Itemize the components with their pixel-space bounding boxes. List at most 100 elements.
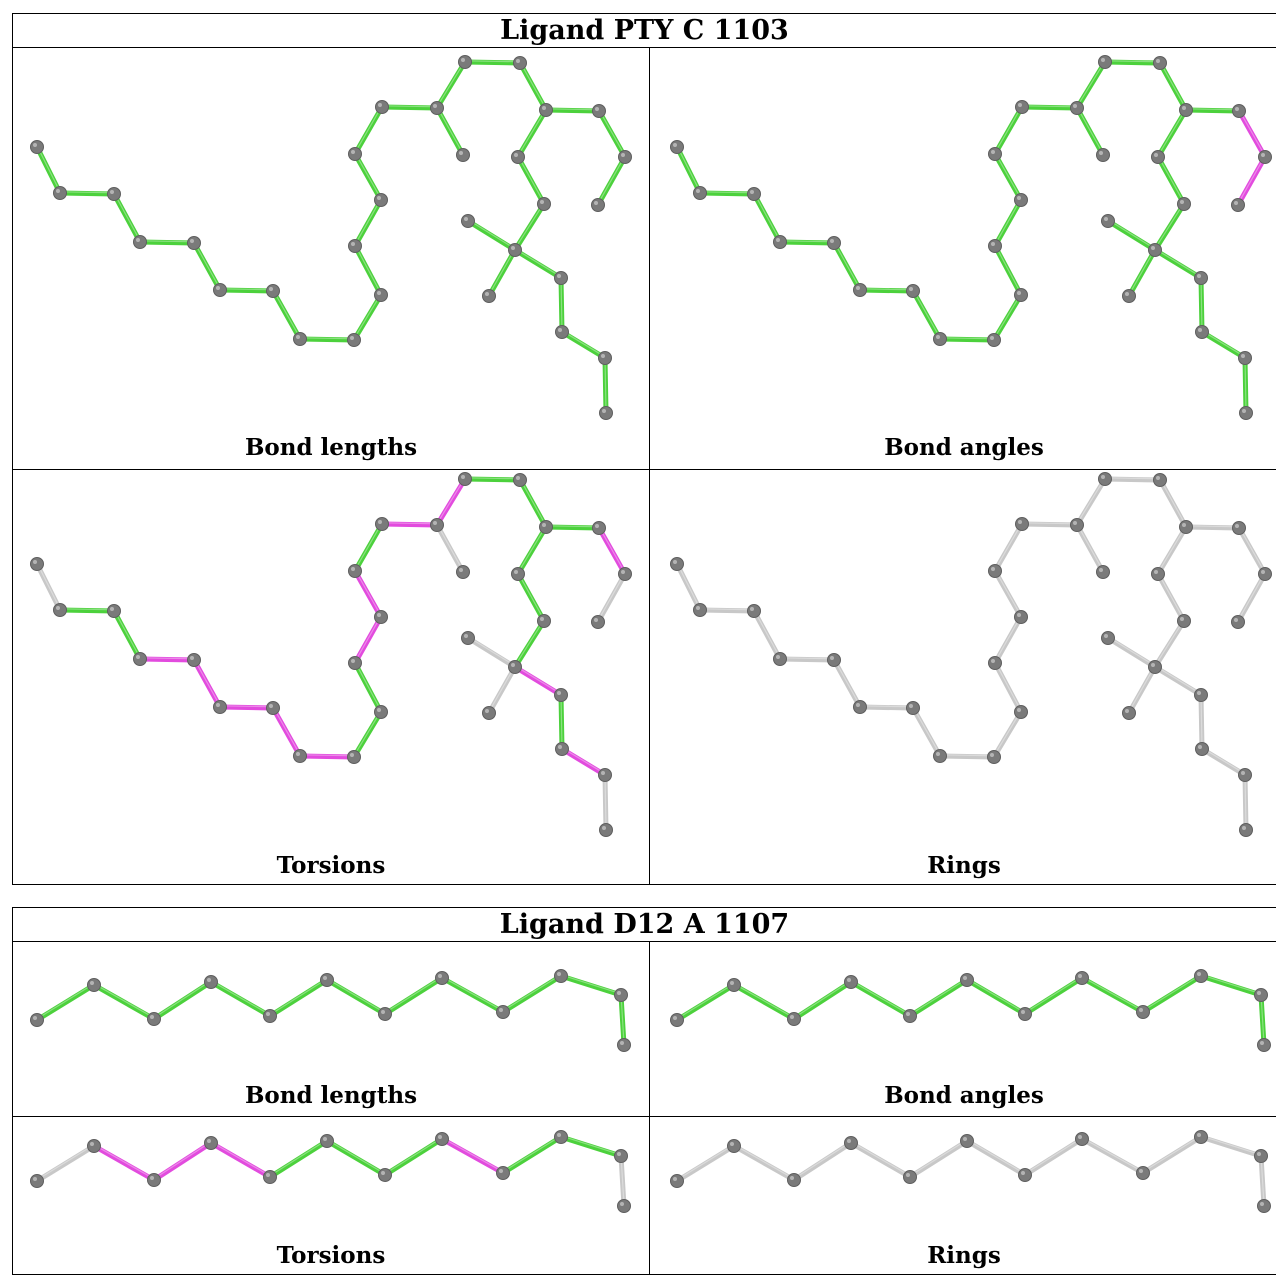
atom-shine: [485, 292, 489, 296]
molecule-view-bond-angles: [670, 969, 1271, 1052]
bond-highlight: [1081, 976, 1144, 1012]
bond: [1074, 476, 1108, 528]
atom: [266, 701, 280, 715]
atom: [375, 517, 389, 531]
bond: [486, 247, 518, 299]
bond: [500, 973, 564, 1015]
atom-shine: [936, 335, 940, 339]
atom: [1194, 1130, 1208, 1144]
atom-shine: [1235, 524, 1239, 528]
bond: [1258, 992, 1267, 1048]
bond: [1242, 355, 1249, 416]
bond: [1102, 476, 1163, 483]
atom: [537, 614, 551, 628]
bond: [558, 692, 565, 752]
bond-highlight: [514, 248, 562, 278]
bond-highlight: [560, 693, 563, 748]
bond: [1152, 247, 1204, 281]
bond-highlight: [939, 754, 995, 757]
bond-highlight: [1238, 109, 1266, 157]
bond-highlight: [994, 152, 1022, 200]
bond-highlight: [793, 1141, 852, 1180]
atom-shine: [351, 567, 355, 571]
bond-highlight: [1200, 1135, 1262, 1156]
atom-shine: [1021, 1010, 1025, 1014]
atom-shine: [269, 287, 273, 291]
bond: [964, 1138, 1028, 1178]
bond: [595, 154, 628, 208]
bond-highlight: [272, 289, 301, 339]
bond-highlight: [519, 61, 547, 110]
bond: [267, 977, 330, 1019]
bond-highlight: [517, 525, 547, 574]
bond: [512, 664, 564, 698]
bond: [34, 561, 63, 613]
bond-highlight: [733, 1144, 795, 1180]
bond-highlight: [1081, 1137, 1144, 1173]
atom: [30, 1174, 44, 1188]
atom-shine: [516, 476, 520, 480]
bond: [1140, 1134, 1204, 1176]
bond-highlight: [436, 477, 466, 525]
atom: [1098, 472, 1112, 486]
atom-shine: [1260, 1041, 1264, 1045]
atom: [555, 742, 569, 756]
bond: [857, 287, 916, 294]
bond: [1126, 247, 1158, 299]
atom-shine: [1242, 826, 1246, 830]
bond-highlight: [210, 1141, 271, 1177]
atom-shine: [557, 972, 561, 976]
bond: [439, 1136, 506, 1176]
bond-highlight: [514, 665, 562, 695]
atom-shine: [296, 335, 300, 339]
atom-shine: [1197, 691, 1201, 695]
atom: [508, 660, 522, 674]
atom: [1070, 518, 1084, 532]
bond-highlight: [1185, 525, 1240, 528]
bond: [1155, 571, 1187, 624]
atom: [1239, 823, 1253, 837]
atom: [1232, 521, 1246, 535]
bond: [1258, 1153, 1267, 1209]
atom-shine: [377, 196, 381, 200]
bond: [434, 522, 466, 575]
atom: [107, 604, 121, 618]
bond-highlight: [36, 983, 95, 1020]
bond-highlight: [1159, 61, 1187, 110]
panel-label-torsions: Torsions: [276, 1242, 386, 1269]
bond: [1235, 571, 1268, 625]
atom-shine: [776, 655, 780, 659]
atom: [458, 472, 472, 486]
bond-highlight: [59, 191, 115, 194]
bond-highlight: [193, 658, 221, 707]
bond-highlight: [139, 657, 195, 660]
bond: [34, 144, 63, 196]
bond: [191, 240, 223, 293]
atom-shine: [1078, 974, 1082, 978]
atom: [347, 750, 361, 764]
bond-highlight: [1076, 60, 1106, 108]
bond: [34, 982, 97, 1023]
bond: [352, 151, 384, 203]
bond-highlight: [1142, 1135, 1202, 1173]
bond-highlight: [1200, 693, 1203, 748]
molecule-view-torsions: [30, 472, 632, 837]
bond: [559, 329, 608, 361]
bond: [217, 704, 276, 711]
atom-shine: [216, 286, 220, 290]
atom: [1257, 1199, 1271, 1213]
panel-label-rings: Rings: [927, 1242, 1001, 1269]
bond-highlight: [436, 106, 464, 155]
atom: [598, 768, 612, 782]
bond: [937, 336, 997, 343]
bond-highlight: [1157, 155, 1185, 204]
bond: [465, 635, 518, 670]
atom: [456, 565, 470, 579]
atom-shine: [514, 570, 518, 574]
atom: [1195, 742, 1209, 756]
atom-shine: [617, 991, 621, 995]
bond: [1198, 1134, 1264, 1159]
bond-highlight: [36, 1144, 95, 1181]
atom-shine: [990, 336, 994, 340]
bond: [831, 240, 863, 293]
